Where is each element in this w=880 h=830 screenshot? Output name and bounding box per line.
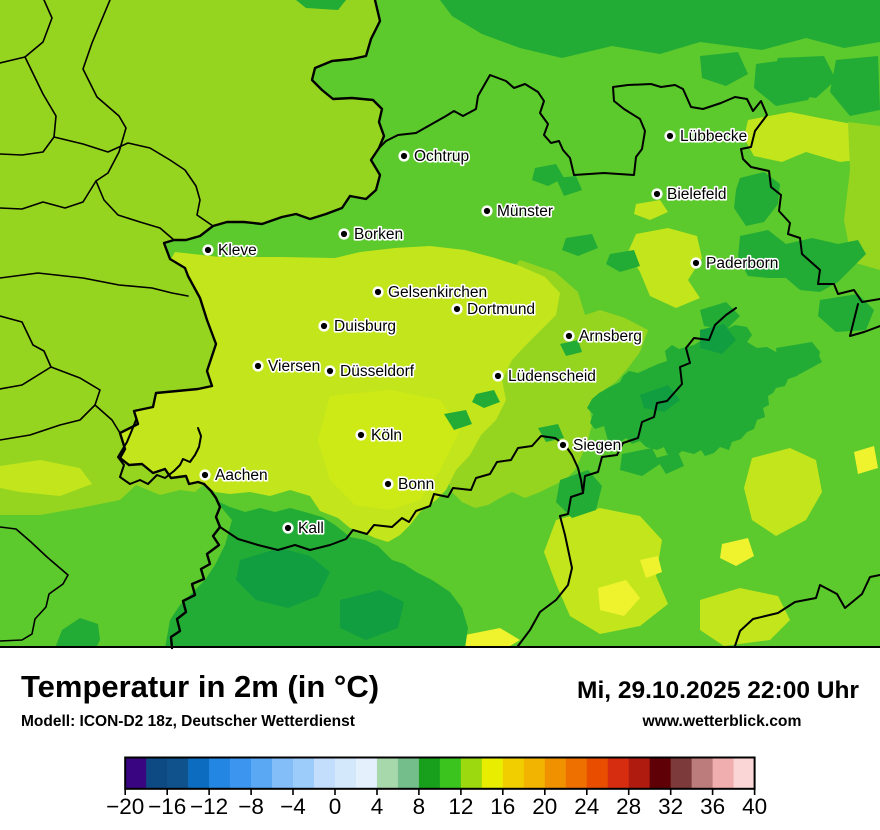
svg-text:Gelsenkirchen: Gelsenkirchen <box>388 284 487 301</box>
svg-text:−4: −4 <box>280 794 306 819</box>
svg-text:Dortmund: Dortmund <box>467 301 535 318</box>
svg-text:0: 0 <box>329 794 342 819</box>
svg-text:Siegen: Siegen <box>573 437 621 454</box>
svg-text:Lüdenscheid: Lüdenscheid <box>508 368 596 385</box>
svg-text:40: 40 <box>742 794 767 819</box>
svg-text:Münster: Münster <box>497 203 553 220</box>
svg-text:Mi, 29.10.2025 22:00 Uhr: Mi, 29.10.2025 22:00 Uhr <box>577 677 859 704</box>
svg-text:8: 8 <box>413 794 426 819</box>
svg-text:www.wetterblick.com: www.wetterblick.com <box>642 713 802 730</box>
svg-text:Bielefeld: Bielefeld <box>667 186 726 203</box>
svg-text:Düsseldorf: Düsseldorf <box>340 363 415 380</box>
svg-text:Kleve: Kleve <box>218 242 257 259</box>
svg-text:Aachen: Aachen <box>215 467 268 484</box>
svg-text:Ochtrup: Ochtrup <box>414 148 469 165</box>
svg-text:Duisburg: Duisburg <box>334 318 396 335</box>
svg-text:Arnsberg: Arnsberg <box>579 328 642 345</box>
svg-text:28: 28 <box>616 794 641 819</box>
svg-text:−12: −12 <box>190 794 228 819</box>
svg-text:Bonn: Bonn <box>398 476 434 493</box>
svg-text:−20: −20 <box>106 794 144 819</box>
svg-text:Temperatur in 2m (in °C): Temperatur in 2m (in °C) <box>21 669 379 704</box>
svg-text:Kall: Kall <box>298 520 324 537</box>
svg-text:Paderborn: Paderborn <box>706 255 778 272</box>
svg-text:12: 12 <box>448 794 473 819</box>
svg-text:36: 36 <box>700 794 725 819</box>
svg-text:24: 24 <box>574 794 599 819</box>
svg-text:Köln: Köln <box>371 427 402 444</box>
svg-text:Borken: Borken <box>354 226 403 243</box>
svg-text:Modell: ICON-D2 18z, Deutscher: Modell: ICON-D2 18z, Deutscher Wetterdie… <box>21 713 355 730</box>
svg-text:4: 4 <box>371 794 384 819</box>
svg-text:Viersen: Viersen <box>268 358 320 375</box>
svg-text:20: 20 <box>532 794 557 819</box>
svg-text:Lübbecke: Lübbecke <box>680 128 747 145</box>
svg-text:−16: −16 <box>148 794 186 819</box>
svg-text:16: 16 <box>490 794 515 819</box>
svg-text:−8: −8 <box>238 794 264 819</box>
svg-text:32: 32 <box>658 794 683 819</box>
